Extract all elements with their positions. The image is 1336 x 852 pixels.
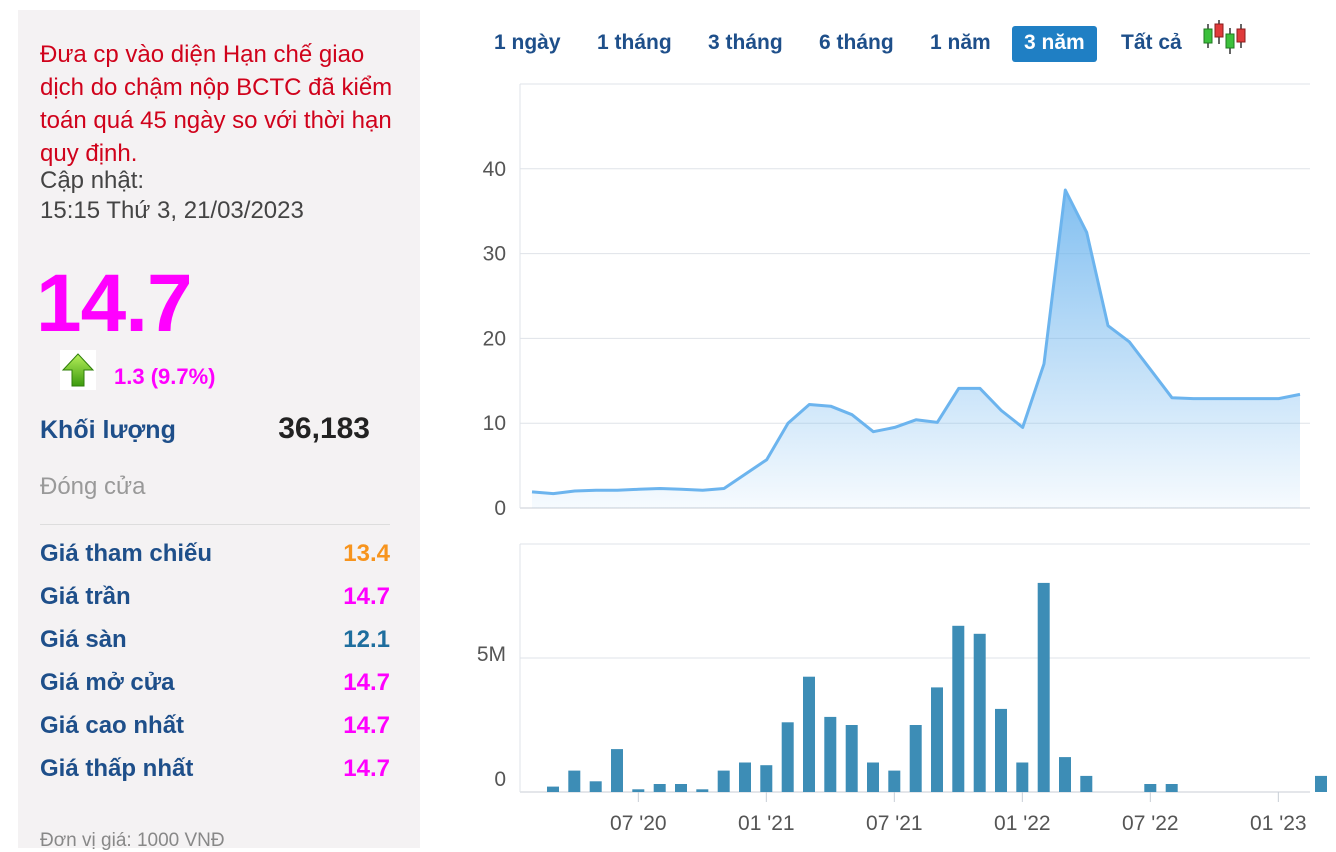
- price-y-tick-label: 40: [483, 158, 506, 181]
- volume-bar: [781, 722, 794, 792]
- tab-all[interactable]: Tất cả: [1121, 31, 1182, 54]
- volume-bar: [1315, 775, 1327, 792]
- stat-row-reference: Giá tham chiếu 13.4: [40, 540, 390, 576]
- volume-bar: [760, 765, 773, 792]
- stat-row-ceiling: Giá trần 14.7: [40, 583, 390, 619]
- x-tick-label: 01 '23: [1250, 812, 1307, 835]
- volume-value: 36,183: [278, 412, 370, 445]
- x-tick-label: 01 '21: [738, 812, 795, 835]
- stat-value: 13.4: [343, 540, 390, 567]
- volume-bar: [888, 770, 901, 792]
- stat-row-low: Giá thấp nhất 14.7: [40, 755, 390, 791]
- volume-bar: [803, 676, 815, 792]
- current-price: 14.7: [36, 258, 193, 349]
- volume-bar: [1144, 784, 1157, 792]
- stat-label: Giá mở cửa: [40, 669, 175, 696]
- volume-bar: [717, 770, 730, 792]
- volume-bar: [952, 625, 965, 792]
- update-time: 15:15 Thứ 3, 21/03/2023: [40, 197, 304, 224]
- x-tick-label: 07 '20: [610, 812, 667, 835]
- volume-bar: [995, 708, 1007, 792]
- price-change: 1.3 (9.7%): [114, 364, 216, 389]
- volume-bar: [845, 725, 858, 792]
- volume-bar: [568, 770, 581, 792]
- stat-label: Giá thấp nhất: [40, 755, 194, 782]
- volume-bar: [739, 762, 751, 792]
- tab-1-month[interactable]: 1 tháng: [597, 31, 672, 54]
- price-y-tick-label: 30: [483, 243, 506, 266]
- volume-y-tick-label: 0: [494, 768, 506, 791]
- stat-value: 12.1: [343, 626, 390, 653]
- price-area-fill: [532, 190, 1300, 508]
- volume-bar: [589, 781, 602, 792]
- price-y-tick-label: 10: [483, 412, 506, 435]
- price-y-tick-label: 20: [483, 327, 506, 350]
- stat-value: 14.7: [343, 712, 390, 739]
- tab-6-months[interactable]: 6 tháng: [819, 31, 894, 54]
- volume-bar: [1165, 784, 1178, 792]
- stat-value: 14.7: [343, 669, 390, 696]
- volume-bar: [675, 784, 687, 792]
- tab-3-years[interactable]: 3 năm: [1012, 26, 1097, 62]
- stat-label: Giá sàn: [40, 626, 127, 653]
- price-y-tick-label: 0: [494, 497, 506, 520]
- x-tick-label: 07 '22: [1122, 812, 1179, 835]
- stock-info-panel: Đưa cp vào diện Hạn chế giao dịch do chậ…: [18, 10, 420, 851]
- volume-bar: [653, 784, 666, 792]
- volume-bar: [931, 687, 943, 792]
- price-series-line: [531, 188, 1301, 496]
- stat-label: Giá trần: [40, 583, 131, 610]
- tab-1-day[interactable]: 1 ngày: [494, 31, 561, 54]
- volume-bar: [1037, 582, 1050, 792]
- stat-value: 14.7: [343, 583, 390, 610]
- tab-1-year[interactable]: 1 năm: [930, 31, 991, 54]
- volume-bar: [1059, 757, 1071, 792]
- divider: [40, 524, 390, 525]
- volume-bar: [1080, 775, 1093, 792]
- volume-bar: [909, 725, 922, 792]
- price-unit-note: Đơn vị giá: 1000 VNĐ: [40, 830, 225, 851]
- volume-bar: [611, 749, 623, 792]
- volume-bar: [867, 762, 879, 792]
- stat-row-high: Giá cao nhất 14.7: [40, 712, 390, 748]
- volume-bar: [696, 789, 709, 792]
- market-status: Đóng cửa: [40, 473, 146, 500]
- candlestick-chart-icon[interactable]: [1202, 18, 1248, 58]
- volume-y-tick-label: 5M: [477, 643, 506, 666]
- update-label: Cập nhật:: [40, 167, 145, 194]
- volume-bar: [632, 789, 645, 792]
- stat-row-floor: Giá sàn 12.1: [40, 626, 390, 662]
- tab-3-months[interactable]: 3 tháng: [708, 31, 783, 54]
- volume-bar: [547, 786, 559, 792]
- volume-bar: [824, 716, 837, 792]
- x-tick-label: 07 '21: [866, 812, 923, 835]
- price-up-arrow-icon: [60, 350, 96, 390]
- volume-bar: [973, 633, 986, 792]
- volume-bar: [1016, 762, 1029, 792]
- stat-value: 14.7: [343, 755, 390, 782]
- trading-restriction-notice: Đưa cp vào diện Hạn chế giao dịch do chậ…: [40, 41, 393, 167]
- volume-label: Khối lượng: [40, 416, 176, 444]
- stat-label: Giá cao nhất: [40, 712, 185, 739]
- x-tick-label: 01 '22: [994, 812, 1051, 835]
- stat-row-open: Giá mở cửa 14.7: [40, 669, 390, 705]
- stat-label: Giá tham chiếu: [40, 540, 213, 567]
